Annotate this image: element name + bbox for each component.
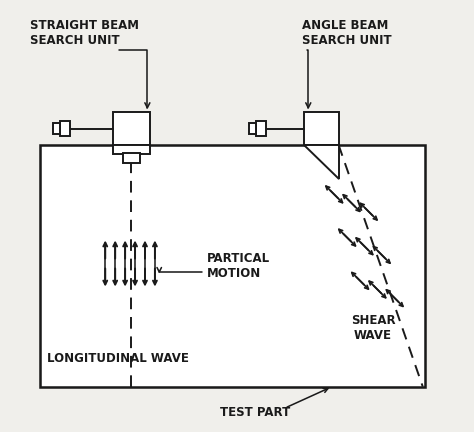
Bar bbox=[304, 112, 338, 145]
Bar bbox=[113, 112, 149, 145]
Bar bbox=[60, 121, 71, 136]
Bar bbox=[249, 124, 255, 133]
Text: TEST PART: TEST PART bbox=[220, 406, 290, 419]
Bar bbox=[255, 121, 266, 136]
Bar bbox=[113, 145, 149, 154]
Text: STRAIGHT BEAM
SEARCH UNIT: STRAIGHT BEAM SEARCH UNIT bbox=[30, 19, 138, 48]
Bar bbox=[122, 153, 140, 163]
Bar bbox=[53, 124, 60, 133]
Polygon shape bbox=[304, 145, 338, 179]
Text: ANGLE BEAM
SEARCH UNIT: ANGLE BEAM SEARCH UNIT bbox=[302, 19, 392, 48]
Text: LONGITUDINAL WAVE: LONGITUDINAL WAVE bbox=[47, 352, 189, 365]
Bar bbox=[40, 145, 425, 387]
Text: SHEAR
WAVE: SHEAR WAVE bbox=[351, 314, 395, 342]
Text: PARTICAL
MOTION: PARTICAL MOTION bbox=[207, 252, 270, 280]
